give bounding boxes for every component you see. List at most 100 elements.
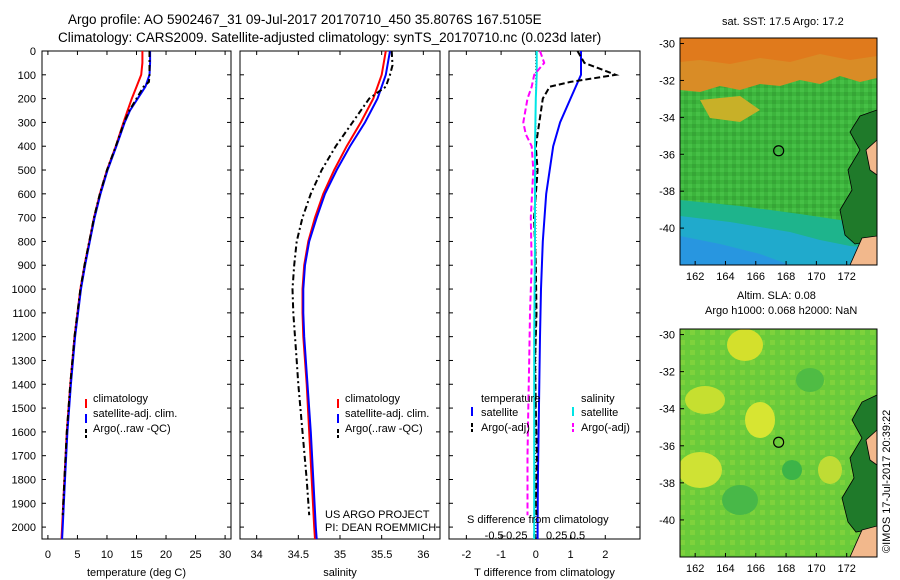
x-tick-label-0-5: 25 bbox=[189, 549, 201, 561]
y-tick-label-12: 1200 bbox=[12, 332, 36, 344]
y-tick-label-3: 300 bbox=[18, 117, 36, 129]
y-tick-label-5: 500 bbox=[18, 165, 36, 177]
project-note-line-2: PI: DEAN ROEMMICH bbox=[325, 522, 436, 534]
sal-legend: climatology satellite-adj. clim. Argo(..… bbox=[325, 393, 436, 534]
sst-ticks-lon-label-4: 170 bbox=[807, 271, 825, 283]
difference-panel: -2 -1 0 1 2 T difference from climatology -0.5… bbox=[448, 50, 641, 579]
plot-frame-0 bbox=[41, 50, 232, 540]
x-axis-label-2: T difference from climatology bbox=[474, 567, 615, 579]
s-tick-label-3: 0.25 bbox=[546, 530, 567, 542]
sst-ticks-lat-label-0: -30 bbox=[659, 39, 675, 51]
series-line-1-2 bbox=[291, 50, 394, 516]
sst-ticks-lon-label-0: 162 bbox=[686, 271, 704, 283]
title-line-2: Climatology: CARS2009. Satellite-adjuste… bbox=[58, 30, 602, 45]
y-tick-label-10: 1000 bbox=[12, 284, 36, 296]
y-tick-label-2: 200 bbox=[18, 94, 36, 106]
y-tick-label-18: 1800 bbox=[12, 474, 36, 486]
y-tick-label-6: 600 bbox=[18, 189, 36, 201]
sst-ticks-lat-label-4: -38 bbox=[659, 186, 675, 198]
x-axis-label-0: temperature (deg C) bbox=[87, 567, 186, 579]
x-tick-label-0-4: 20 bbox=[160, 549, 172, 561]
x-tick-label-0-2: 10 bbox=[101, 549, 113, 561]
y-tick-label-13: 1300 bbox=[12, 355, 36, 367]
sst-ticks-lon-label-5: 172 bbox=[838, 271, 856, 283]
x-tick-label-0-1: 5 bbox=[74, 549, 80, 561]
sla-map: 162 164 166 168 170 172 -30 -32 -34 -36 -38 -40 bbox=[659, 328, 878, 575]
s-tick-label-1: -0.25 bbox=[502, 530, 527, 542]
series-line-2-1 bbox=[533, 50, 620, 516]
x-tick-label-0-6: 30 bbox=[219, 549, 231, 561]
sla-ticks-lat-label-0: -30 bbox=[659, 330, 675, 342]
y-tick-label-20: 2000 bbox=[12, 522, 36, 534]
temp-legend: climatology satellite-adj. clim. Argo(..… bbox=[85, 393, 177, 438]
series-line-2-3 bbox=[522, 50, 546, 516]
sal-legend-label-argo: Argo(..raw -QC) bbox=[345, 423, 423, 435]
x-tick-label-2-2: 0 bbox=[533, 549, 539, 561]
x-tick-label-0-0: 0 bbox=[45, 549, 51, 561]
sla-ticks-lat-label-3: -36 bbox=[659, 441, 675, 453]
series-line-0-2 bbox=[61, 51, 151, 516]
sal-legend-label-sat: satellite-adj. clim. bbox=[345, 408, 429, 420]
series-line-2-0 bbox=[536, 51, 582, 539]
series-line-1-1 bbox=[302, 50, 391, 540]
diff-legend-label-sargo: Argo(-adj) bbox=[581, 422, 630, 434]
sla-ticks-lat-label-5: -40 bbox=[659, 515, 675, 527]
sla-ticks-lon-label-5: 172 bbox=[838, 563, 856, 575]
y-tick-label-16: 1600 bbox=[12, 427, 36, 439]
y-tick-label-0: 0 bbox=[30, 46, 36, 58]
sst-map-title: sat. SST: 17.5 Argo: 17.2 bbox=[722, 16, 844, 28]
sla-ticks-lon-label-4: 170 bbox=[807, 563, 825, 575]
sal-legend-label-clim: climatology bbox=[345, 393, 401, 405]
diff-legend-label-ssat: satellite bbox=[581, 407, 618, 419]
y-tick-label-19: 1900 bbox=[12, 498, 36, 510]
x-tick-label-1-0: 34 bbox=[251, 549, 263, 561]
x-tick-label-2-0: -2 bbox=[461, 549, 471, 561]
series-line-1-0 bbox=[301, 50, 387, 540]
y-tick-label-7: 700 bbox=[18, 213, 36, 225]
sst-ticks-lon-label-1: 164 bbox=[716, 271, 734, 283]
x-tick-label-1-1: 34.5 bbox=[288, 549, 309, 561]
sst-ticks-lon-label-2: 166 bbox=[747, 271, 765, 283]
diff-legend-label-tsat: satellite bbox=[481, 407, 518, 419]
sst-ticks-lat-label-3: -36 bbox=[659, 149, 675, 161]
sst-ticks-lat-label-5: -40 bbox=[659, 223, 675, 235]
title-line-1: Argo profile: AO 5902467_31 09-Jul-2017 … bbox=[68, 12, 542, 27]
legend-label-clim: climatology bbox=[93, 393, 149, 405]
salinity-panel: 34 34.5 35 35.5 36 salinity bbox=[239, 50, 441, 579]
legend-label-sat: satellite-adj. clim. bbox=[93, 408, 177, 420]
series-line-2-2 bbox=[533, 51, 538, 539]
x-tick-label-1-4: 36 bbox=[417, 549, 429, 561]
y-tick-label-4: 400 bbox=[18, 141, 36, 153]
diff-legend-label-targo: Argo(-adj) bbox=[481, 422, 530, 434]
s-tick-label-4: 0.5 bbox=[570, 530, 585, 542]
legend-header-salinity: salinity bbox=[581, 393, 615, 405]
sla-float-marker bbox=[773, 436, 785, 448]
y-tick-label-8: 800 bbox=[18, 236, 36, 248]
x-tick-label-2-1: -1 bbox=[496, 549, 506, 561]
x-tick-label-2-4: 2 bbox=[602, 549, 608, 561]
s-tick-label-0: -0.5 bbox=[485, 530, 504, 542]
sst-ticks-lat-label-1: -32 bbox=[659, 75, 675, 87]
y-tick-label-15: 1500 bbox=[12, 403, 36, 415]
x-tick-label-1-3: 35.5 bbox=[371, 549, 392, 561]
sla-ticks-lon-label-1: 164 bbox=[716, 563, 734, 575]
series-line-0-1 bbox=[61, 51, 152, 540]
temperature-panel: 0 5 10 15 20 25 30 temperature (deg C) 0 100 200 30… bbox=[12, 46, 232, 579]
sla-ticks-lat-label-2: -34 bbox=[659, 404, 675, 416]
sst-ticks-lon-label-3: 168 bbox=[777, 271, 795, 283]
sla-map-title-2: Argo h1000: 0.068 h2000: NaN bbox=[705, 305, 858, 317]
y-tick-label-14: 1400 bbox=[12, 379, 36, 391]
sla-ticks-lat-label-4: -38 bbox=[659, 478, 675, 490]
x-tick-label-1-2: 35 bbox=[334, 549, 346, 561]
sla-ticks-lon-label-2: 166 bbox=[747, 563, 765, 575]
y-tick-label-9: 900 bbox=[18, 260, 36, 272]
y-tick-label-11: 1100 bbox=[12, 308, 36, 320]
legend-label-argo: Argo(..raw -QC) bbox=[93, 423, 171, 435]
s-tick-label-2: 0 bbox=[533, 530, 539, 542]
sla-ticks-lon-label-3: 168 bbox=[777, 563, 795, 575]
y-tick-label-1: 100 bbox=[18, 70, 36, 82]
legend-header-temperature: temperature bbox=[481, 393, 540, 405]
plot-frame-2 bbox=[448, 50, 641, 540]
sst-float-marker bbox=[773, 145, 785, 157]
